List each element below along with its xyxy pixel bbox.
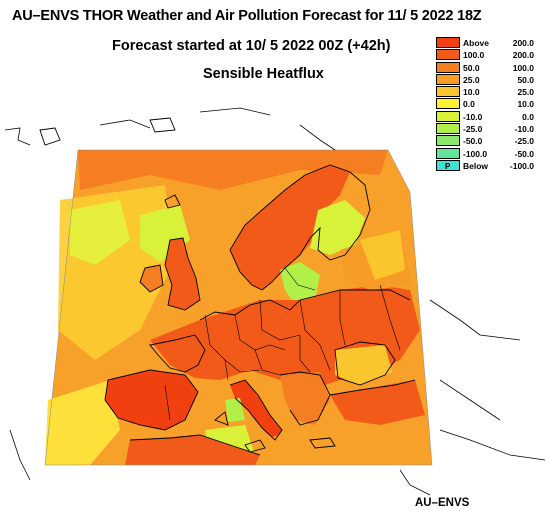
iberian-peninsula: [105, 370, 198, 430]
balkans: [280, 372, 330, 425]
legend-lower-bound: -50.0: [463, 136, 483, 147]
legend-upper-bound: 50.0: [517, 74, 534, 85]
legend-swatch: [436, 37, 460, 48]
map-title: AU–ENVS THOR Weather and Air Pollution F…: [12, 8, 482, 24]
legend-lower-bound: -100.0: [463, 148, 488, 159]
legend-lower-bound: 0.0: [463, 99, 475, 110]
legend-row: 100.0 200.0: [436, 49, 536, 61]
great-britain: [165, 238, 200, 310]
legend-row: P Below -100.0: [436, 159, 536, 172]
atlantic-yellow-south: [45, 380, 120, 465]
country-borders: [164, 267, 401, 421]
legend-swatch: P: [436, 159, 460, 171]
black-sea: [335, 345, 392, 385]
legend-swatch: [436, 110, 460, 122]
legend-row: -100.0 -50.0: [436, 147, 536, 160]
legend-upper-bound: -100.0: [509, 160, 534, 171]
legend-swatch: [436, 86, 460, 98]
tyrrhenian-green: [225, 398, 245, 422]
credit-label: AU–ENVS: [415, 497, 470, 509]
legend-upper-bound: 0.0: [522, 111, 534, 122]
legend-row: 0.0 10.0: [436, 98, 536, 110]
legend-lower-bound: 25.0: [463, 74, 480, 85]
italy: [230, 380, 282, 440]
outside-coastlines: [4, 107, 546, 496]
legend-swatch: [436, 147, 460, 159]
legend-lower-bound: -10.0: [463, 111, 483, 122]
legend-row: 50.0 100.0: [436, 61, 536, 74]
legend-marker: P: [445, 161, 451, 171]
legend-upper-bound: 25.0: [517, 87, 534, 98]
atlantic-green-patch: [70, 200, 130, 265]
legend-swatch: [436, 123, 460, 135]
north-africa: [125, 435, 260, 465]
legend-upper-bound: 10.0: [517, 99, 534, 110]
field-name-label: Sensible Heatflux: [203, 66, 324, 82]
legend-lower-bound: 100.0: [463, 50, 485, 61]
legend-upper-bound: -25.0: [514, 136, 534, 147]
scandinavia: [230, 165, 350, 290]
legend-swatch: [436, 61, 460, 73]
legend-row: 10.0 25.0: [436, 86, 536, 98]
legend-row: 25.0 50.0: [436, 73, 536, 86]
color-legend: Above 200.0 100.0 200.0 50.0 100.0 25.0 50.0 10.…: [436, 37, 536, 172]
coastlines: [39, 117, 416, 456]
legend-upper-bound: -50.0: [514, 148, 534, 159]
legend-lower-bound: 50.0: [463, 62, 480, 73]
legend-upper-bound: 200.0: [512, 50, 534, 61]
legend-row: Above 200.0: [436, 37, 536, 49]
legend-swatch: [436, 98, 460, 110]
finland-green: [310, 200, 365, 255]
legend-lower-bound: Above: [463, 38, 489, 48]
baltic-green: [280, 262, 320, 305]
map-domain-border: [44, 149, 433, 466]
legend-swatch: [436, 49, 460, 61]
legend-lower-bound: 10.0: [463, 87, 480, 98]
legend-row: -10.0 0.0: [436, 110, 536, 123]
legend-upper-bound: 100.0: [512, 62, 534, 73]
norwegian-sea-orange: [78, 150, 388, 190]
europe-heatflux-map: [4, 107, 546, 496]
east-yellow-band: [360, 230, 405, 280]
legend-row: -25.0 -10.0: [436, 123, 536, 135]
legend-row: -50.0 -25.0: [436, 135, 536, 147]
ireland: [140, 265, 163, 292]
legend-swatch: [436, 73, 460, 85]
forecast-start-label: Forecast started at 10/ 5 2022 00Z (+42h…: [112, 38, 391, 54]
legend-lower-bound: -25.0: [463, 124, 483, 135]
legend-swatch: [436, 135, 460, 147]
legend-upper-bound: -10.0: [514, 124, 534, 135]
legend-lower-bound: Below: [463, 160, 489, 171]
legend-upper-bound: 200.0: [512, 38, 534, 48]
